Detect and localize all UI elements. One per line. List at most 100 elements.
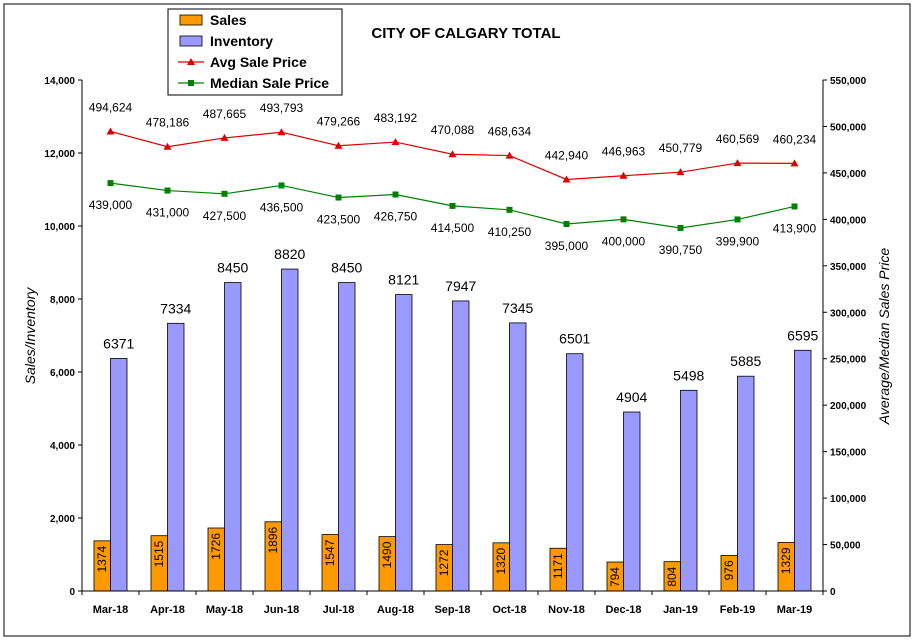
chart-title: CITY OF CALGARY TOTAL: [371, 25, 560, 42]
median-price-data-label: 431,000: [146, 206, 190, 220]
avg-price-point: [619, 171, 628, 179]
avg-price-data-label: 483,192: [374, 111, 418, 125]
sales-data-label: 1320: [494, 548, 508, 575]
y-tick-label: 4,000: [50, 441, 75, 452]
y-tick-label: 10,000: [44, 222, 75, 233]
avg-price-point: [106, 127, 115, 135]
avg-price-point: [163, 142, 172, 150]
legend-swatch: [179, 14, 203, 26]
avg-price-data-label: 487,665: [203, 107, 247, 121]
legend-label: Inventory: [210, 33, 273, 49]
legend-marker: [187, 58, 195, 65]
inventory-bar: [794, 349, 812, 592]
sales-data-label: 1171: [551, 553, 565, 579]
y-tick-label: 2,000: [50, 514, 75, 525]
inventory-bar: [167, 322, 185, 592]
y2-tick-label: 100,000: [830, 494, 867, 505]
x-tick-label: Jun-18: [264, 604, 299, 616]
y2-tick-label: 500,000: [830, 122, 867, 133]
inventory-data-label: 6595: [787, 327, 818, 343]
median-price-data-label: 413,900: [773, 221, 817, 235]
y2-tick-label: 550,000: [830, 76, 867, 87]
median-price-point: [221, 190, 228, 197]
median-price-point: [392, 191, 399, 198]
data-labels: 1374 6371 1515 7334 1726 8450 1896 8820 1547 8450…: [89, 100, 819, 587]
y2-tick-label: 300,000: [830, 308, 867, 319]
inventory-bar: [452, 300, 470, 592]
median-price-data-label: 427,500: [203, 209, 247, 223]
median-price-data-label: 395,000: [545, 239, 589, 253]
inventory-bar: [224, 282, 242, 592]
y-tick-label: 14,000: [44, 76, 75, 87]
x-tick-label: Aug-18: [377, 604, 414, 616]
y-tick-label: 12,000: [44, 149, 75, 160]
avg-price-data-label: 450,779: [659, 141, 703, 155]
inventory-bar: [737, 375, 755, 592]
x-tick-label: Jan-19: [663, 604, 698, 616]
legend-label: Median Sale Price: [210, 75, 329, 91]
median-price-data-label: 399,900: [716, 234, 760, 248]
x-tick-label: Sep-18: [434, 604, 470, 616]
avg-price-data-label: 460,234: [773, 132, 817, 146]
avg-price-data-label: 468,634: [488, 125, 532, 139]
line-marks: [106, 127, 799, 231]
median-price-point: [107, 180, 114, 187]
x-tick-label: Jul-18: [323, 604, 355, 616]
x-tick-label: Feb-19: [720, 604, 755, 616]
avg-price-point: [562, 175, 571, 183]
inventory-data-label: 8450: [217, 260, 248, 276]
sales-data-label: 1896: [266, 526, 280, 553]
sales-data-label: 1329: [779, 547, 793, 574]
inventory-bar: [338, 282, 356, 592]
inventory-data-label: 6371: [103, 335, 134, 351]
sales-data-label: 1490: [380, 541, 394, 568]
inventory-bar: [509, 322, 527, 592]
median-price-point: [677, 224, 684, 231]
avg-price-data-label: 446,963: [602, 145, 646, 159]
x-tick-label: Nov-18: [548, 604, 585, 616]
y2-tick-label: 0: [830, 587, 836, 598]
inventory-bar: [395, 294, 413, 592]
inventory-data-label: 7334: [160, 300, 191, 316]
avg-price-data-label: 494,624: [89, 100, 133, 114]
median-price-point: [164, 187, 171, 194]
avg-price-data-label: 493,793: [260, 101, 304, 115]
y2-tick-label: 250,000: [830, 355, 867, 366]
x-tick-label: Mar-19: [777, 604, 812, 616]
median-price-point: [506, 206, 513, 213]
y2-tick-label: 150,000: [830, 448, 867, 459]
x-tick-label: Mar-18: [93, 604, 128, 616]
x-tick-label: Dec-18: [605, 604, 641, 616]
legend-label: Sales: [210, 12, 247, 28]
avg-price-point: [733, 159, 742, 167]
avg-price-point: [448, 150, 457, 158]
median-price-data-label: 414,500: [431, 221, 475, 235]
sales-data-label: 1726: [209, 533, 223, 560]
y-tick-label: 6,000: [50, 368, 75, 379]
avg-price-data-label: 442,940: [545, 148, 589, 162]
avg-price-data-label: 479,266: [317, 115, 361, 129]
inventory-bar: [623, 411, 641, 592]
inventory-bar: [566, 353, 584, 592]
y2-axis-label: Average/Median Sales Price: [876, 248, 892, 426]
median-price-point: [734, 216, 741, 223]
avg-price-data-label: 470,088: [431, 123, 475, 137]
inventory-data-label: 7345: [502, 300, 533, 316]
bar-marks: [93, 268, 812, 592]
legend-label: Avg Sale Price: [210, 54, 307, 70]
median-price-data-label: 436,500: [260, 200, 304, 214]
y2-tick-label: 50,000: [830, 541, 861, 552]
inventory-data-label: 8121: [388, 272, 419, 288]
median-price-point: [563, 221, 570, 228]
y-tick-label: 0: [69, 587, 75, 598]
avg-price-data-label: 478,186: [146, 116, 190, 130]
median-price-data-label: 426,750: [374, 210, 418, 224]
avg-price-point: [277, 128, 286, 136]
x-tick-label: May-18: [206, 604, 243, 616]
inventory-bar: [281, 268, 299, 592]
y2-tick-label: 350,000: [830, 262, 867, 273]
sales-data-label: 1374: [95, 546, 109, 573]
avg-price-point: [334, 141, 343, 149]
